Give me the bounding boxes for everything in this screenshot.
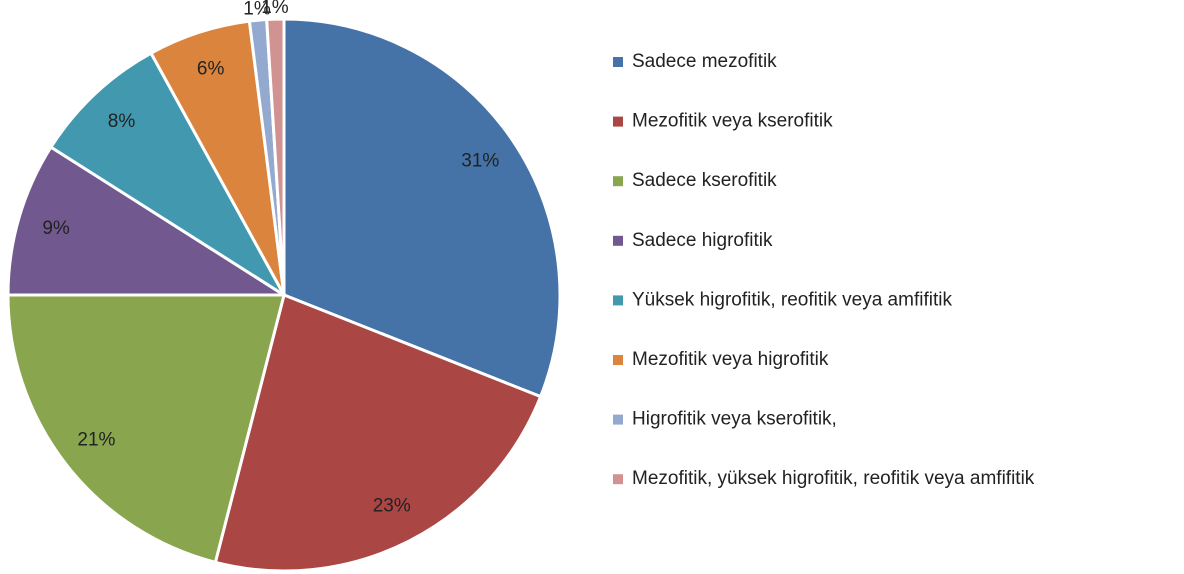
- legend-swatch: [613, 355, 623, 365]
- data-label: 6%: [197, 58, 225, 79]
- legend-swatch: [613, 116, 623, 127]
- legend-label: Mezofitik veya kserofitik: [632, 111, 833, 132]
- pie-slice: [6, 293, 286, 565]
- legend-label: Sadece higrofitik: [632, 230, 773, 251]
- legend-swatch: [613, 474, 623, 485]
- legend-swatch: [613, 414, 623, 425]
- legend-swatch: [613, 57, 623, 67]
- pie-slice: [6, 145, 290, 297]
- legend-swatch: [613, 176, 623, 187]
- pie-slice: [48, 51, 286, 297]
- data-label: 23%: [373, 496, 411, 517]
- data-label: 9%: [42, 218, 70, 239]
- pie-slice: [282, 17, 562, 399]
- legend-swatch: [613, 295, 623, 306]
- legend-label: Sadece kserofitik: [632, 170, 777, 191]
- legend-label: Yüksek higrofitik, reofitik veya amfifit…: [632, 289, 952, 310]
- data-label: 31%: [461, 151, 499, 172]
- data-label: 1%: [243, 0, 271, 19]
- legend-swatch: [613, 235, 623, 246]
- data-label: 8%: [108, 111, 136, 132]
- legend-label: Sadece mezofitik: [632, 51, 777, 72]
- legend-label: Mezofitik, yüksek higrofitik, reofitik v…: [632, 468, 1035, 489]
- legend-label: Higrofitik veya kserofitik,: [632, 409, 837, 430]
- legend-label: Mezofitik veya higrofitik: [632, 349, 829, 370]
- data-label: 21%: [77, 429, 115, 450]
- data-label: 1%: [261, 0, 289, 18]
- pie-slice: [265, 17, 286, 296]
- pie-slice: [213, 292, 543, 573]
